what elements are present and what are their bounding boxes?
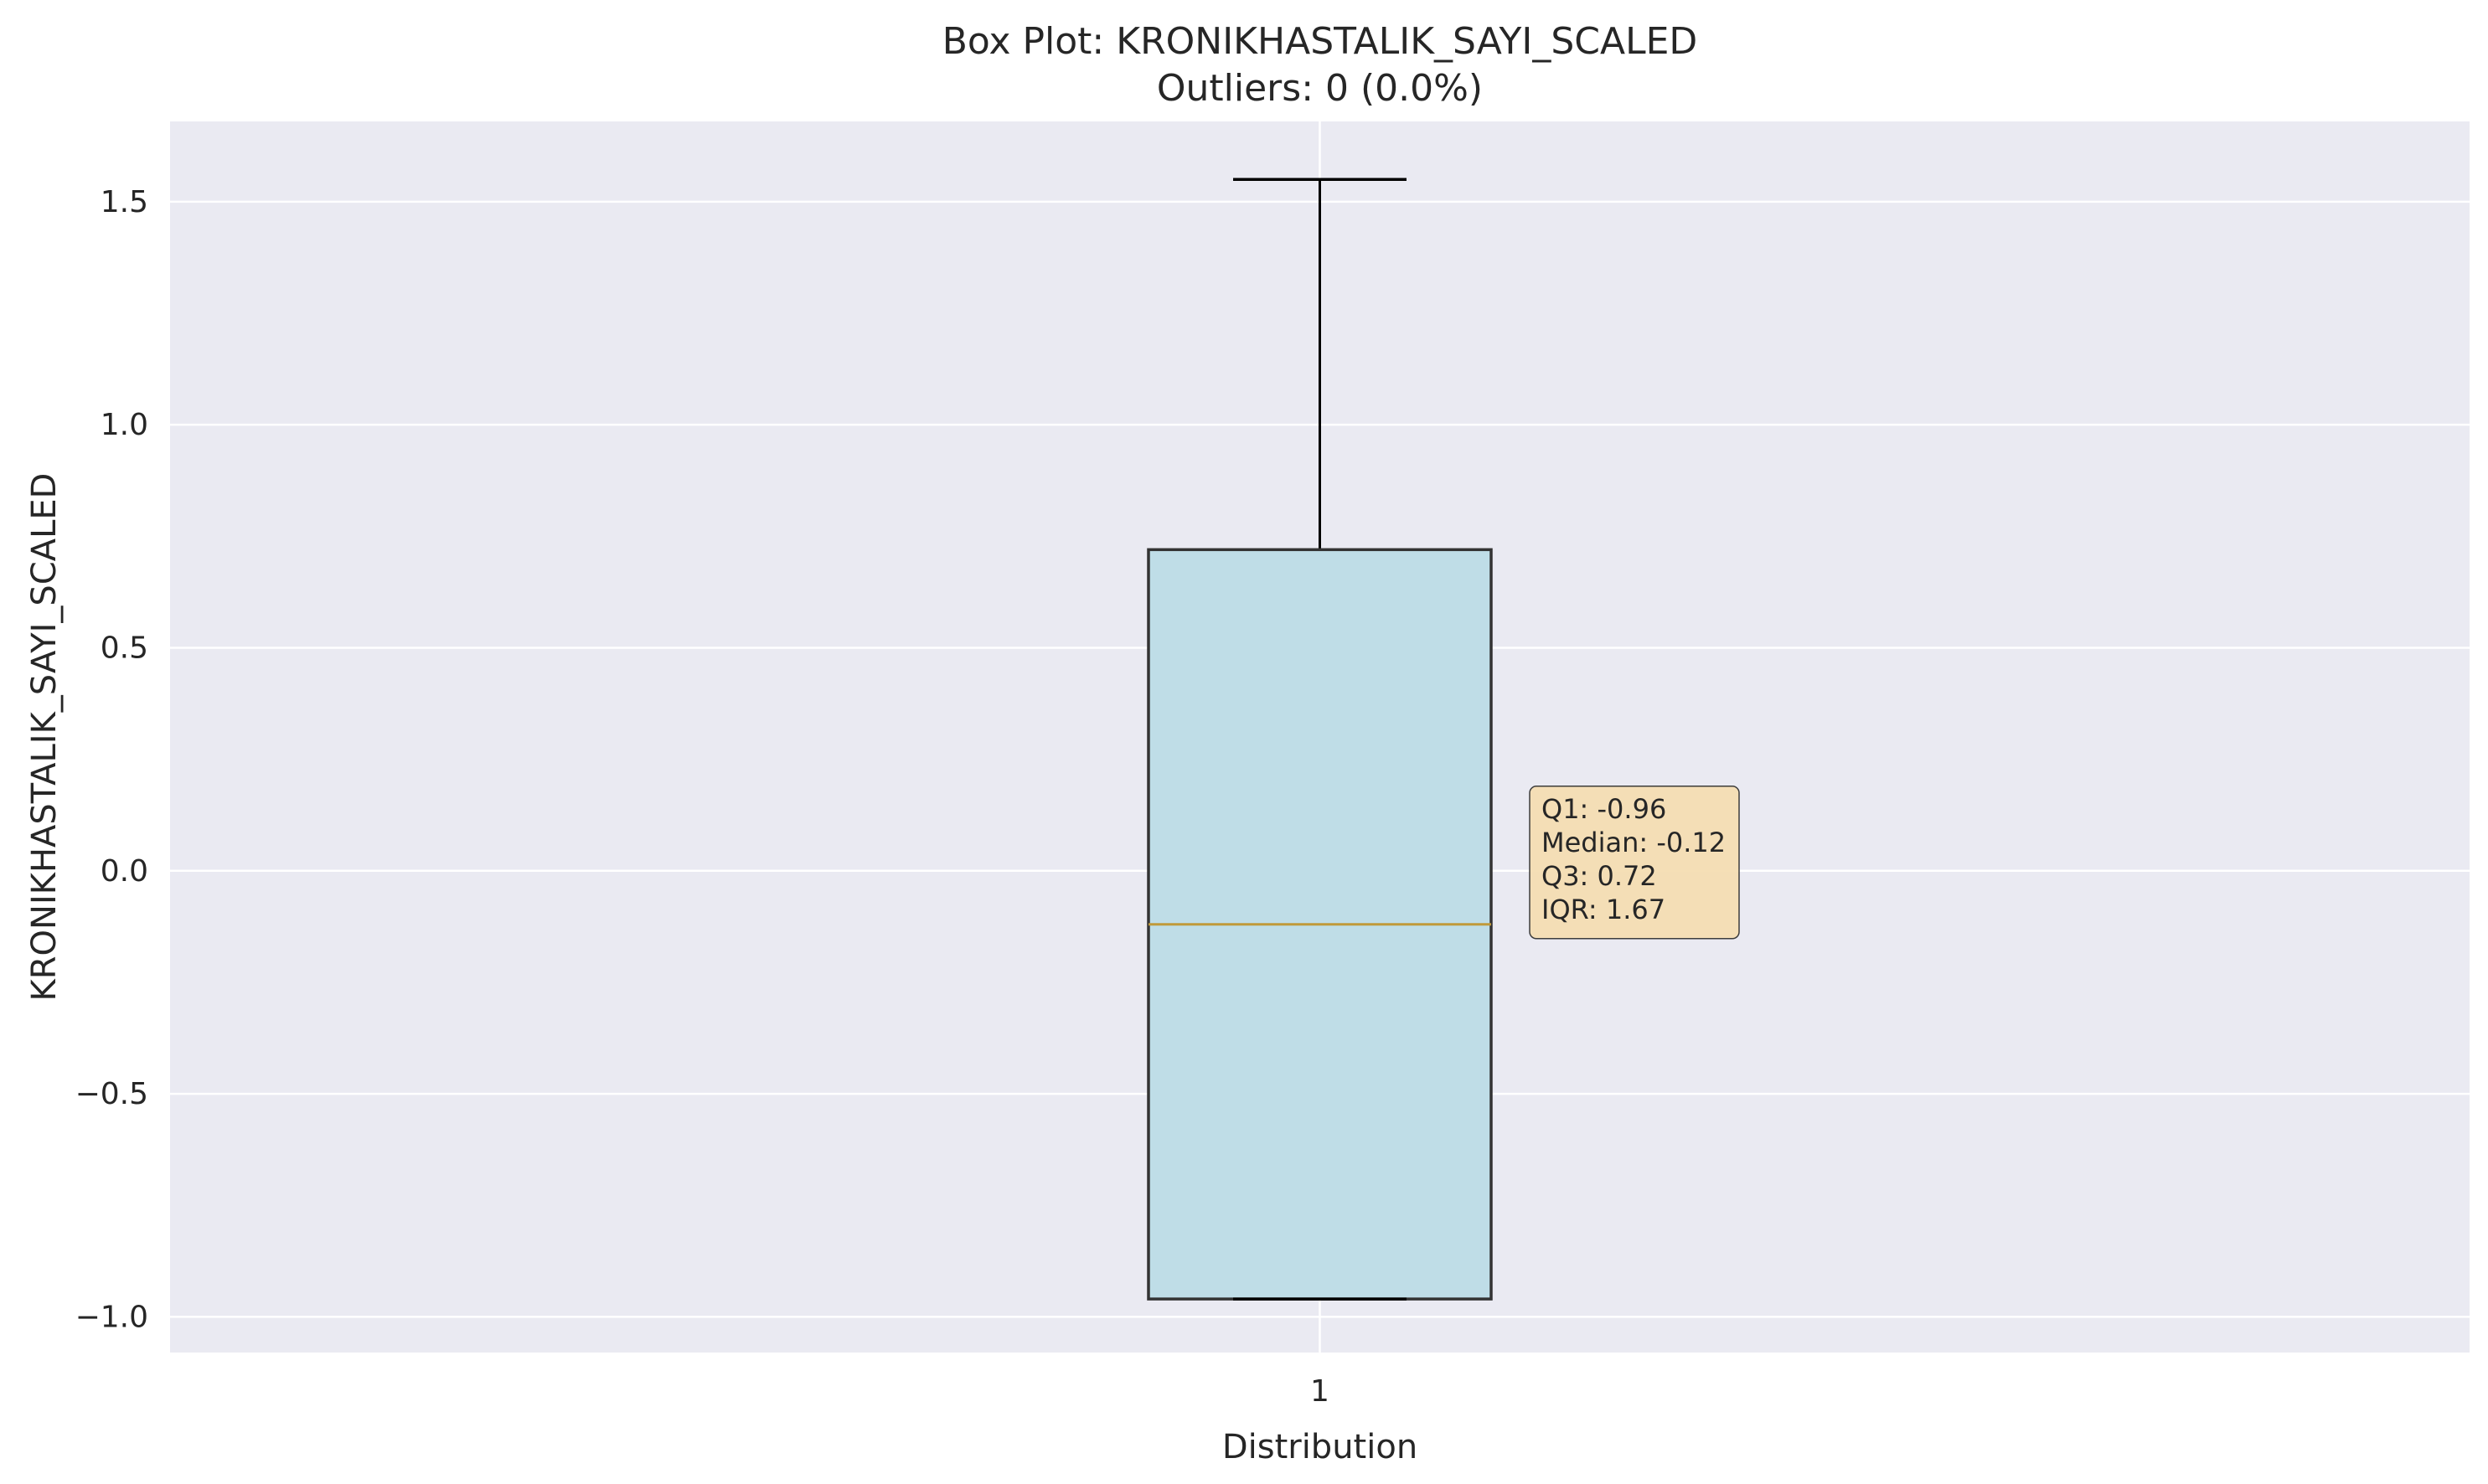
box-series (1147, 178, 1493, 1301)
annotation-line: Q1: -0.96 (1541, 793, 1666, 825)
y-tick-label: 0.0 (101, 854, 148, 889)
y-tick-labels: −1.0 −0.5 0.0 0.5 1.0 1.5 (75, 185, 148, 1335)
y-tick-label: −1.0 (75, 1300, 148, 1334)
annotation-line: IQR: 1.67 (1541, 894, 1665, 925)
annotation-line: Median: -0.12 (1541, 827, 1726, 858)
y-tick-label: −0.5 (75, 1077, 148, 1111)
y-axis-label: KRONIKHASTALIK_SAYI_SCALED (25, 473, 64, 1002)
x-axis-label: Distribution (1222, 1428, 1417, 1466)
chart-subtitle: Outliers: 0 (0.0%) (1157, 67, 1483, 110)
annotation-box (1529, 786, 1740, 940)
y-tick-label: 1.5 (101, 185, 148, 219)
y-tick-label: 0.5 (101, 631, 148, 665)
x-tick-label: 1 (1310, 1374, 1329, 1409)
chart-title: Box Plot: KRONIKHASTALIK_SAYI_SCALED (942, 20, 1698, 63)
annotation-line: Q3: 0.72 (1541, 860, 1657, 892)
y-tick-label: 1.0 (101, 408, 148, 442)
x-tick-labels: 1 (1310, 1374, 1329, 1409)
